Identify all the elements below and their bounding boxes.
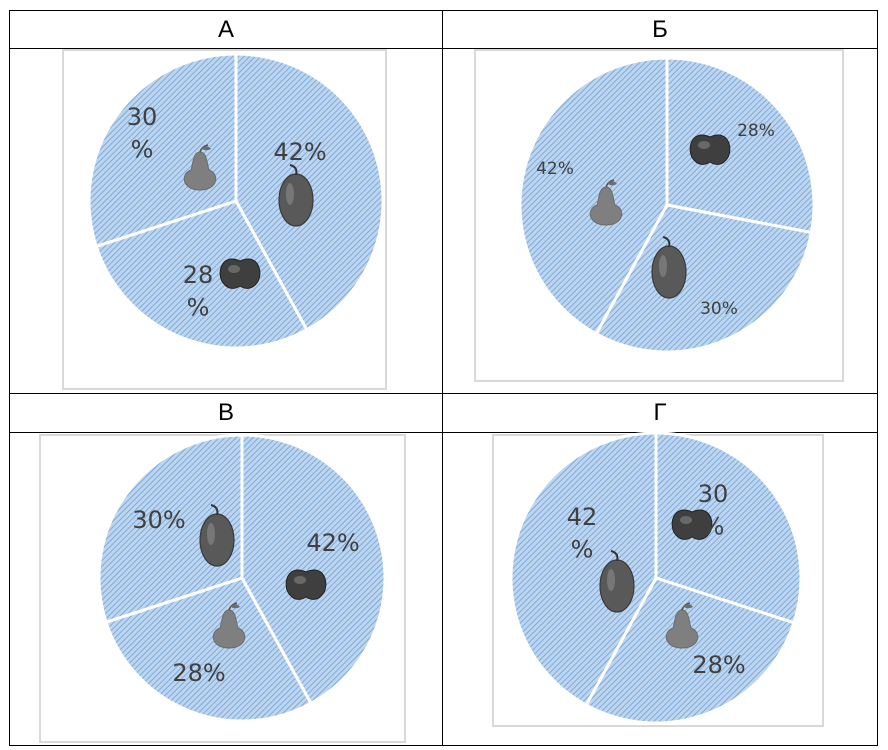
panel-label-g: Г bbox=[653, 399, 667, 426]
pie-slice-pear bbox=[104, 576, 313, 723]
pear-icon bbox=[589, 179, 623, 226]
pie-slice-apple bbox=[94, 199, 309, 350]
data-label-pear: 30% bbox=[127, 103, 158, 163]
pie-slice-pear bbox=[584, 576, 796, 725]
pie-chart-3: 42% 28% 30% bbox=[39, 433, 406, 743]
plum-icon bbox=[278, 164, 314, 227]
pie-slice-apple bbox=[665, 56, 816, 235]
pie-slice-pear bbox=[87, 52, 238, 249]
pie-slice-plum bbox=[97, 433, 244, 625]
plum-icon bbox=[599, 550, 635, 613]
pie-chart-2: 28% 30% 42% bbox=[474, 49, 844, 382]
pie-chart-1: 42% 28 % 30% bbox=[62, 49, 387, 390]
apple-icon bbox=[689, 134, 731, 165]
panel-label-b: Б bbox=[652, 15, 668, 43]
data-label-apple: 42% bbox=[306, 529, 359, 557]
plum-icon bbox=[651, 236, 687, 299]
apple-icon bbox=[671, 509, 713, 540]
pie-chart-4: 30 % 28% 42% bbox=[492, 431, 824, 727]
panel-label-v: В bbox=[217, 399, 234, 426]
data-label-plum: 42% bbox=[273, 138, 326, 166]
pear-icon bbox=[183, 144, 217, 191]
pie-slice-apple bbox=[240, 433, 387, 706]
pie-slice-pear bbox=[518, 56, 669, 336]
data-label-apple: 30% bbox=[698, 480, 729, 540]
data-label-pear: 28% bbox=[172, 659, 225, 687]
pear-icon bbox=[665, 602, 699, 649]
data-label-apple: 28% bbox=[737, 121, 775, 141]
data-label-pear: 28% bbox=[692, 651, 745, 679]
pie-slice-plum bbox=[594, 203, 814, 354]
apple-icon bbox=[285, 569, 327, 600]
data-label-plum: 30% bbox=[700, 299, 738, 319]
data-label-apple: 28% bbox=[183, 261, 214, 321]
pie-slice-plum bbox=[509, 431, 658, 708]
data-label-plum: 30% bbox=[132, 506, 185, 534]
data-label-pear: 42% bbox=[536, 159, 574, 179]
plum-icon bbox=[199, 504, 235, 567]
pear-icon bbox=[212, 602, 246, 649]
data-label-plum: 42% bbox=[567, 503, 598, 563]
panel-label-a: А bbox=[217, 15, 234, 43]
apple-icon bbox=[219, 258, 261, 289]
pie-slice-apple bbox=[654, 431, 803, 625]
